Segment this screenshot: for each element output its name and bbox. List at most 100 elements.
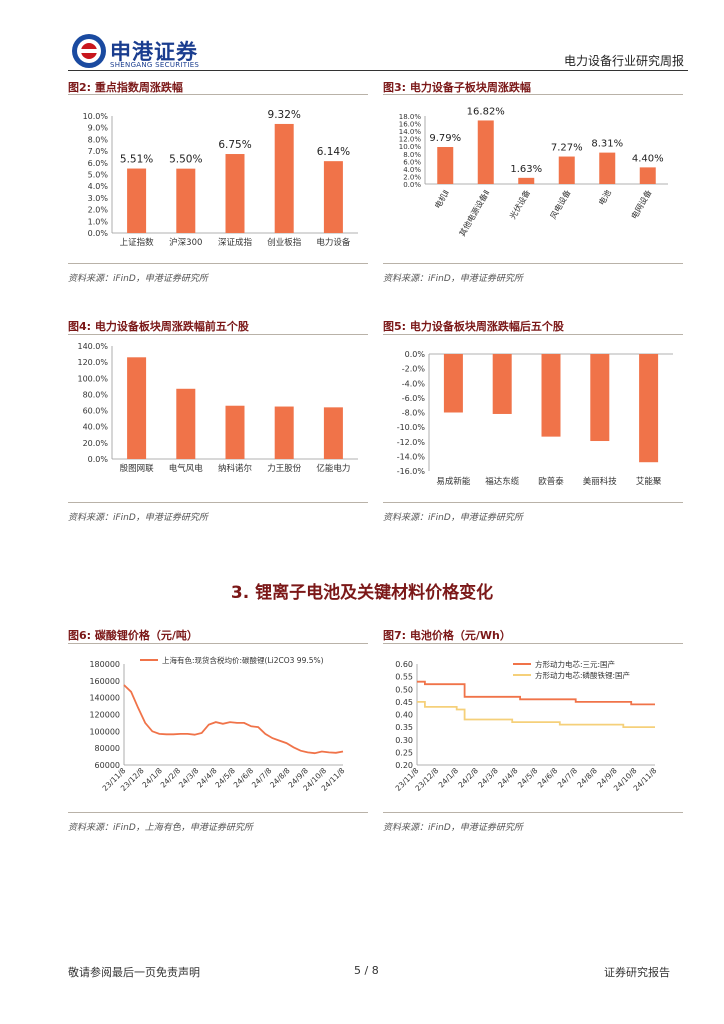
y-tick-label: 6.0%	[403, 158, 421, 166]
chart-bottom5-stocks: 0.0% -2.0% -4.0% -6.0% -8.0% -10.0% -12.0% -14.…	[397, 350, 673, 487]
x-category-label: 艾能聚	[636, 476, 662, 487]
y-tick-label: 0.0%	[405, 350, 426, 359]
x-category-label: 殷图网联	[120, 463, 155, 474]
logo-text-cn: 申港证券	[110, 40, 198, 64]
y-tick-label: 80.0%	[83, 390, 109, 399]
bar	[323, 161, 343, 233]
data-label: 5.50%	[169, 154, 202, 166]
x-category-label: 电池	[596, 188, 613, 207]
y-tick-label: 80000	[95, 744, 120, 753]
bar	[590, 354, 610, 442]
header-divider	[68, 70, 688, 71]
figure-7-rule	[383, 643, 683, 644]
x-tick-label: 24/2/8	[456, 766, 480, 790]
y-tick-label: 0.35	[395, 723, 413, 732]
series-line	[417, 680, 655, 706]
x-category-label: 上证指数	[120, 237, 155, 248]
legend-label: 方形动力电芯:三元:国产	[535, 659, 615, 669]
figure-3-source: 资料来源：iFinD，申港证券研究所	[383, 274, 523, 284]
y-tick-label: 7.0%	[88, 147, 109, 156]
chart-top5-stocks: 0.0% 20.0% 40.0% 60.0% 80.0% 100.0% 120.0% 140.…	[77, 342, 358, 474]
y-tick-label: -16.0%	[397, 467, 426, 476]
figure-2-bottom-rule	[68, 263, 368, 264]
x-tick-label: 24/3/8	[476, 766, 500, 790]
figure-4-rule	[68, 334, 368, 335]
y-tick-label: 10.0%	[83, 112, 109, 121]
figure-2-rule	[68, 94, 368, 95]
x-tick-label: 24/1/8	[437, 766, 461, 790]
y-tick-label: -10.0%	[397, 423, 426, 432]
data-label: 9.79%	[429, 133, 461, 144]
y-tick-label: -14.0%	[397, 452, 426, 461]
x-tick-label: 24/5/8	[516, 766, 540, 790]
bar	[639, 354, 659, 463]
y-tick-label: 5.0%	[88, 171, 109, 180]
y-tick-label: 6.0%	[88, 159, 109, 168]
figure-2-title: 图2: 重点指数周涨跌幅	[68, 81, 183, 94]
series-line	[417, 701, 655, 728]
data-label: 7.27%	[551, 143, 583, 154]
x-category-label: 其他电源设备Ⅱ	[457, 188, 492, 238]
y-tick-label: 0.55	[395, 673, 413, 682]
figure-7-source: 资料来源：iFinD，申港证券研究所	[383, 823, 523, 833]
x-category-label: 电力设备	[316, 237, 351, 248]
x-category-label: 美丽科技	[583, 476, 618, 487]
figure-3-bottom-rule	[383, 263, 683, 264]
footer-disclaimer: 敬请参阅最后一页免责声明	[68, 966, 200, 979]
figure-2-source: 资料来源：iFinD，申港证券研究所	[68, 274, 208, 284]
y-tick-label: 0.60	[395, 660, 413, 669]
figure-4-title: 图4: 电力设备板块周涨跌幅前五个股	[68, 320, 249, 333]
bar	[225, 405, 245, 459]
y-tick-label: 0.0%	[403, 181, 421, 189]
bar	[558, 156, 575, 184]
y-tick-label: 2.0%	[403, 173, 421, 181]
series-line	[123, 684, 344, 755]
y-tick-label: 14.0%	[399, 128, 422, 136]
x-category-label: 易成新能	[436, 476, 471, 487]
bar	[443, 354, 463, 413]
figure-5-source: 资料来源：iFinD，申港证券研究所	[383, 513, 523, 523]
bar	[274, 406, 294, 459]
figure-5-title: 图5: 电力设备板块周涨跌幅后五个股	[383, 320, 564, 333]
figure-6-rule	[68, 643, 368, 644]
y-tick-label: 120000	[89, 711, 120, 720]
figure-3-rule	[383, 94, 683, 95]
bar	[477, 120, 494, 184]
bar	[541, 354, 561, 437]
x-category-label: 沪深300	[169, 237, 202, 248]
figure-7-title: 图7: 电池价格（元/Wh）	[383, 629, 511, 642]
x-category-label: 电机Ⅱ	[432, 188, 451, 210]
x-category-label: 深证成指	[218, 237, 253, 248]
data-label: 6.75%	[218, 139, 251, 151]
figure-5-bottom-rule	[383, 502, 683, 503]
legend-label: 方形动力电芯:磷酸铁锂:国产	[535, 670, 630, 680]
y-tick-label: 100000	[89, 727, 120, 736]
y-tick-label: 3.0%	[88, 194, 109, 203]
section-title: 3. 锂离子电池及关键材料价格变化	[230, 583, 494, 603]
x-tick-label: 24/6/8	[536, 766, 560, 790]
bar	[127, 168, 147, 233]
x-category-label: 纳科诺尔	[218, 463, 253, 474]
y-tick-label: 100.0%	[77, 374, 108, 383]
company-logo-icon	[72, 34, 106, 68]
y-tick-label: 60.0%	[83, 407, 109, 416]
x-category-label: 电气风电	[169, 463, 204, 474]
bar	[176, 168, 196, 233]
bar	[127, 357, 147, 459]
bar	[323, 407, 343, 459]
bar	[492, 354, 512, 414]
figure-6-title: 图6: 碳酸锂价格（元/吨）	[68, 629, 198, 642]
y-tick-label: -4.0%	[402, 379, 426, 388]
x-category-label: 福达东缆	[485, 476, 520, 487]
y-tick-label: 60000	[95, 761, 120, 770]
y-tick-label: 4.0%	[403, 166, 421, 174]
y-tick-label: 4.0%	[88, 182, 109, 191]
bar	[176, 388, 196, 459]
x-category-label: 亿能电力	[316, 463, 350, 474]
chart-subsector-weekly-change: 0.0%2.0%4.0%6.0%8.0%10.0%12.0%14.0%16.0%…	[399, 106, 668, 238]
x-category-label: 创业板指	[267, 237, 302, 248]
x-category-label: 风电设备	[548, 188, 573, 221]
y-tick-label: 18.0%	[399, 113, 422, 121]
figure-3-title: 图3: 电力设备子板块周涨跌幅	[383, 81, 531, 94]
y-tick-label: 0.25	[395, 748, 413, 757]
